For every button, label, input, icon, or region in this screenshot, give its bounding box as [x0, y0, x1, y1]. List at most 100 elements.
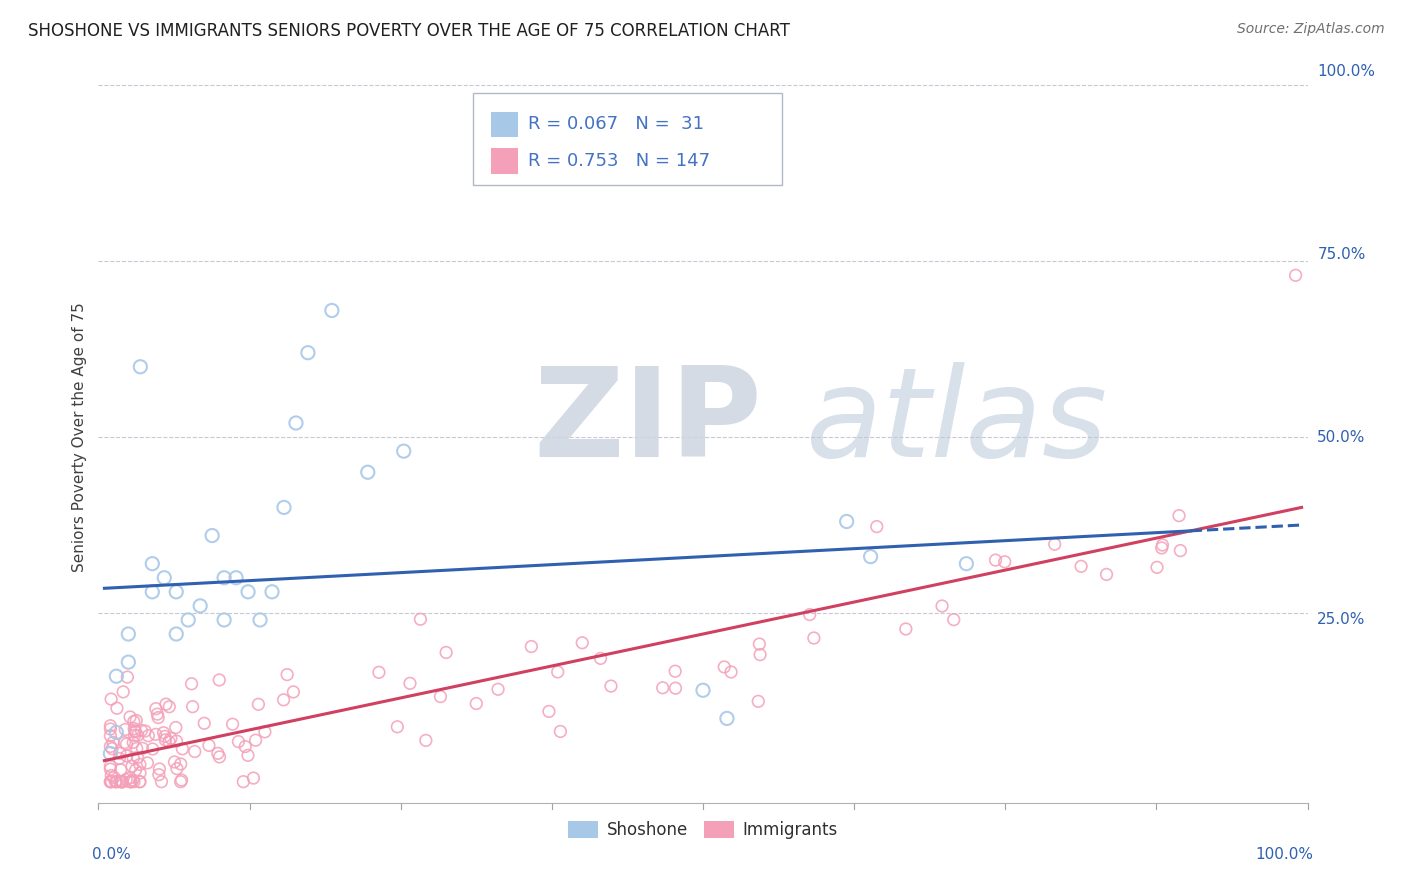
Text: 50.0%: 50.0%	[1317, 430, 1365, 444]
Point	[100, 762, 122, 776]
Point	[571, 636, 593, 650]
Point	[367, 665, 389, 680]
Point	[148, 762, 170, 776]
Point	[104, 774, 127, 789]
Point	[297, 345, 319, 359]
Point	[101, 741, 124, 756]
Point	[600, 679, 623, 693]
Text: ZIP: ZIP	[534, 362, 762, 483]
Point	[165, 721, 187, 735]
Point	[122, 735, 145, 749]
Text: R = 0.753   N = 147: R = 0.753 N = 147	[527, 153, 710, 170]
Point	[146, 707, 169, 722]
Point	[1150, 541, 1173, 555]
Point	[260, 584, 283, 599]
Point	[249, 613, 271, 627]
Point	[198, 739, 221, 753]
Y-axis label: Seniors Poverty Over the Age of 75: Seniors Poverty Over the Age of 75	[72, 302, 87, 572]
Point	[122, 722, 145, 736]
Point	[108, 746, 131, 760]
Point	[225, 571, 247, 585]
Point	[866, 519, 889, 533]
Point	[129, 359, 152, 374]
Point	[125, 741, 148, 756]
Point	[169, 774, 191, 789]
Point	[148, 767, 170, 781]
Point	[117, 670, 139, 684]
Point	[166, 734, 188, 748]
Point	[117, 655, 139, 669]
Point	[1146, 560, 1168, 574]
Point	[720, 665, 742, 679]
Text: SHOSHONE VS IMMIGRANTS SENIORS POVERTY OVER THE AGE OF 75 CORRELATION CHART: SHOSHONE VS IMMIGRANTS SENIORS POVERTY O…	[28, 22, 790, 40]
Point	[747, 694, 769, 708]
Point	[111, 774, 134, 789]
Point	[122, 714, 145, 729]
Point	[165, 627, 187, 641]
Point	[155, 732, 177, 747]
Point	[114, 735, 136, 749]
Point	[120, 774, 142, 789]
Point	[114, 723, 136, 737]
Point	[160, 731, 183, 746]
Point	[409, 612, 432, 626]
Point	[207, 747, 229, 761]
Point	[984, 553, 1007, 567]
Point	[651, 681, 673, 695]
Point	[124, 728, 146, 742]
Point	[125, 714, 148, 728]
Point	[145, 727, 167, 741]
Point	[1284, 268, 1306, 283]
Point	[321, 303, 343, 318]
Point	[357, 465, 380, 479]
Point	[127, 728, 149, 742]
Point	[117, 627, 139, 641]
Point	[105, 774, 128, 789]
Point	[100, 722, 122, 736]
Point	[153, 730, 176, 744]
Point	[1168, 508, 1191, 523]
Point	[100, 719, 122, 733]
Point	[664, 664, 686, 678]
Point	[100, 729, 122, 743]
Point	[157, 735, 180, 749]
Point	[121, 759, 143, 773]
Point	[124, 763, 146, 777]
Point	[233, 739, 256, 754]
Point	[242, 771, 264, 785]
Point	[415, 733, 437, 747]
Point	[148, 710, 170, 724]
Point	[749, 648, 772, 662]
Point	[994, 555, 1017, 569]
Point	[208, 750, 231, 764]
Point	[1170, 543, 1192, 558]
Point	[100, 774, 122, 789]
Point	[236, 748, 259, 763]
Point	[100, 768, 122, 782]
Point	[131, 741, 153, 756]
Point	[859, 549, 882, 564]
Point	[212, 613, 235, 627]
Bar	[492, 148, 517, 174]
Point	[177, 613, 200, 627]
Point	[520, 640, 543, 654]
Point	[129, 766, 152, 780]
Point	[141, 584, 163, 599]
Point	[136, 756, 159, 770]
Point	[152, 725, 174, 739]
Point	[115, 748, 138, 763]
Point	[221, 717, 243, 731]
Text: 100.0%: 100.0%	[1256, 847, 1313, 862]
Point	[247, 698, 270, 712]
Point	[232, 774, 254, 789]
Point	[284, 416, 307, 430]
Point	[100, 774, 122, 789]
Point	[236, 584, 259, 599]
Point	[1070, 559, 1092, 574]
Point	[166, 762, 188, 776]
Point	[429, 690, 451, 704]
Point	[486, 682, 509, 697]
Point	[111, 774, 134, 789]
Point	[118, 771, 141, 785]
Point	[165, 584, 187, 599]
